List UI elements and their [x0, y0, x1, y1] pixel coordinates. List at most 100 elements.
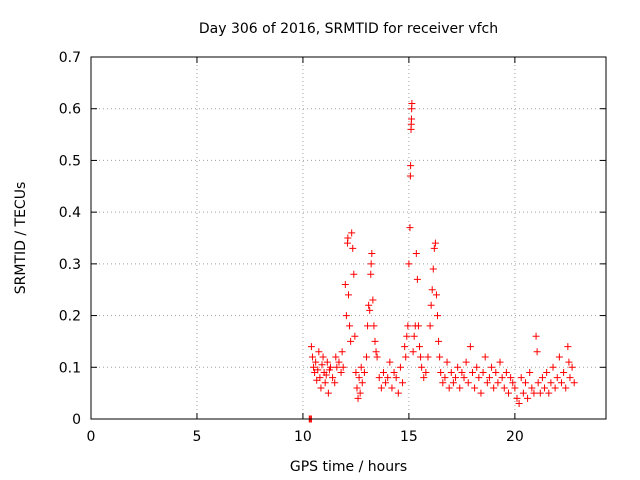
- data-point: [352, 368, 360, 376]
- data-point: [366, 306, 374, 314]
- data-point: [364, 322, 372, 330]
- data-point: [310, 363, 318, 371]
- data-point: [350, 270, 358, 278]
- data-point: [345, 291, 352, 299]
- data-point: [339, 363, 347, 371]
- data-point: [492, 368, 500, 376]
- data-point: [420, 374, 428, 382]
- data-point: [348, 229, 356, 237]
- data-point: [405, 260, 413, 268]
- data-point: [409, 348, 417, 356]
- data-point: [568, 363, 576, 371]
- data-point: [530, 389, 538, 397]
- data-point: [432, 291, 440, 299]
- x-tick-label: 15: [400, 429, 418, 445]
- data-point: [373, 353, 381, 361]
- data-point: [436, 353, 444, 361]
- data-point: [456, 384, 464, 392]
- data-point: [439, 379, 447, 387]
- data-point: [551, 384, 559, 392]
- data-point: [353, 384, 361, 392]
- data-point: [375, 374, 383, 382]
- data-point: [394, 389, 402, 397]
- data-point: [321, 379, 329, 387]
- data-point: [341, 281, 349, 289]
- data-point: [354, 394, 362, 402]
- y-axis-label: SRMTID / TECUs: [13, 182, 29, 295]
- data-point: [401, 343, 409, 351]
- data-point: [413, 275, 421, 283]
- data-point: [511, 384, 519, 392]
- chart-title: Day 306 of 2016, SRMTID for receiver vfc…: [199, 21, 498, 37]
- data-point: [528, 384, 536, 392]
- data-point: [347, 337, 355, 345]
- data-point: [477, 389, 485, 397]
- data-point: [379, 368, 387, 376]
- axis-ticks: 0 5 10 15 20 0 0.1 0.2 0.3 0.4 0.5 0.6 0.7: [59, 50, 606, 445]
- data-point: [543, 368, 551, 376]
- data-point: [410, 332, 418, 340]
- data-point: [532, 332, 540, 340]
- data-point: [346, 322, 354, 330]
- data-point: [566, 374, 574, 382]
- y-tick-label: 0.3: [59, 257, 81, 273]
- data-point: [408, 100, 416, 108]
- data-point: [351, 332, 359, 340]
- data-point: [502, 368, 510, 376]
- data-point: [377, 384, 385, 392]
- data-point: [562, 384, 570, 392]
- data-point: [452, 374, 460, 382]
- data-point: [363, 353, 371, 361]
- data-point: [570, 379, 578, 387]
- data-point: [357, 363, 365, 371]
- data-point: [307, 343, 315, 351]
- data-point: [333, 363, 341, 371]
- data-point: [426, 322, 434, 330]
- data-point: [392, 374, 400, 382]
- data-point: [560, 368, 568, 376]
- data-point: [414, 322, 422, 330]
- y-tick-label: 0: [72, 412, 81, 428]
- data-point: [365, 301, 373, 309]
- data-point: [500, 384, 508, 392]
- data-point: [367, 270, 375, 278]
- y-tick-label: 0.4: [59, 205, 81, 221]
- data-point: [509, 379, 517, 387]
- data-point: [332, 353, 340, 361]
- data-point: [331, 379, 339, 387]
- x-axis-label: GPS time / hours: [290, 459, 407, 475]
- data-point: [490, 384, 498, 392]
- data-points: [305, 100, 578, 423]
- data-point: [533, 348, 541, 356]
- data-point: [324, 389, 332, 397]
- data-point: [435, 337, 443, 345]
- data-point: [555, 353, 563, 361]
- data-point: [384, 374, 392, 382]
- data-point: [445, 384, 453, 392]
- y-tick-label: 0.6: [59, 102, 81, 118]
- data-point: [545, 389, 553, 397]
- data-point: [367, 260, 375, 268]
- data-point: [315, 348, 323, 356]
- data-point: [386, 358, 394, 366]
- y-tick-label: 0.7: [59, 50, 81, 66]
- data-point: [538, 374, 546, 382]
- data-point: [316, 374, 324, 382]
- data-point: [507, 374, 515, 382]
- data-point: [371, 337, 379, 345]
- data-point: [399, 379, 407, 387]
- data-point: [335, 358, 343, 366]
- data-point: [479, 368, 487, 376]
- data-point: [481, 353, 489, 361]
- data-point: [370, 322, 378, 330]
- data-point: [312, 358, 320, 366]
- data-point: [326, 363, 334, 371]
- data-point: [460, 374, 468, 382]
- data-point: [443, 358, 451, 366]
- data-point: [415, 343, 423, 351]
- data-point: [382, 379, 390, 387]
- grid: [91, 57, 606, 419]
- data-point: [447, 368, 455, 376]
- data-point: [344, 234, 352, 242]
